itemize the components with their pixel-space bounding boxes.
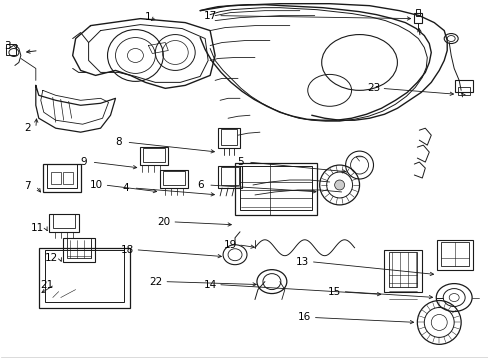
- Text: 22: 22: [149, 276, 163, 287]
- Bar: [143, 148, 165, 162]
- Text: 2: 2: [24, 123, 31, 133]
- Text: 4: 4: [122, 183, 128, 193]
- Bar: [384, 250, 422, 292]
- Bar: [49, 214, 79, 232]
- Bar: [436, 240, 472, 270]
- Bar: [454, 80, 472, 92]
- Text: 17: 17: [203, 11, 216, 21]
- Bar: [53, 214, 75, 228]
- Text: 1: 1: [145, 12, 151, 22]
- Bar: [47, 164, 77, 188]
- Text: 3: 3: [4, 41, 11, 50]
- Text: 21: 21: [40, 280, 53, 289]
- Bar: [440, 242, 468, 266]
- Bar: [415, 9, 420, 15]
- Bar: [39, 248, 130, 307]
- Text: 20: 20: [158, 217, 170, 227]
- Bar: [413, 13, 422, 23]
- Bar: [457, 87, 469, 95]
- Bar: [163, 171, 185, 185]
- Text: 11: 11: [31, 223, 44, 233]
- Text: 14: 14: [203, 280, 216, 289]
- Bar: [66, 238, 90, 258]
- Text: 23: 23: [366, 84, 379, 93]
- Bar: [218, 128, 240, 148]
- Text: 10: 10: [90, 180, 103, 190]
- Text: 6: 6: [197, 180, 203, 190]
- Ellipse shape: [334, 180, 344, 190]
- Text: 12: 12: [45, 253, 58, 263]
- Bar: [221, 167, 239, 185]
- Text: 5: 5: [236, 157, 243, 167]
- Text: 15: 15: [327, 287, 341, 297]
- Bar: [235, 163, 316, 215]
- Text: 16: 16: [298, 312, 311, 323]
- Bar: [160, 170, 188, 188]
- Bar: [218, 166, 242, 188]
- Bar: [51, 172, 61, 184]
- Bar: [42, 164, 81, 192]
- Bar: [388, 252, 416, 287]
- Bar: [62, 172, 73, 184]
- Bar: [45, 250, 124, 302]
- Text: 7: 7: [24, 181, 31, 191]
- Bar: [62, 238, 94, 262]
- Text: 13: 13: [296, 257, 309, 267]
- Text: 18: 18: [121, 245, 134, 255]
- Text: 8: 8: [115, 137, 122, 147]
- Bar: [140, 147, 168, 165]
- Text: 19: 19: [223, 240, 236, 250]
- Bar: [6, 44, 16, 55]
- Bar: [221, 129, 237, 145]
- Text: 9: 9: [80, 157, 87, 167]
- Bar: [240, 166, 311, 210]
